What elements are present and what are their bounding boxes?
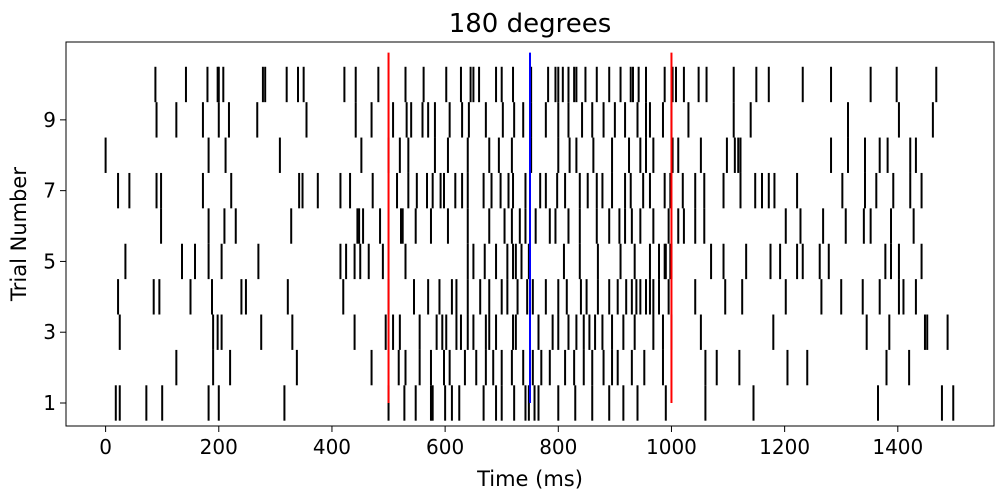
x-tick-label: 1000: [646, 435, 697, 459]
x-axis-label: Time (ms): [476, 467, 583, 491]
x-tick-label: 800: [539, 435, 577, 459]
y-axis-label: Trial Number: [7, 167, 31, 302]
y-tick-label: 3: [43, 320, 56, 344]
y-tick-label: 1: [43, 391, 56, 415]
x-tick-label: 1400: [872, 435, 923, 459]
marker-layer: [387, 52, 673, 403]
y-tick-label: 7: [43, 179, 56, 203]
spike-layer: [104, 66, 955, 421]
chart-title: 180 degrees: [449, 9, 612, 39]
x-axis: 0 200 400 600 800 1000 1200 1400: [99, 426, 923, 459]
x-tick-label: 200: [200, 435, 238, 459]
x-tick-label: 1200: [759, 435, 810, 459]
y-tick-label: 5: [43, 249, 56, 273]
y-tick-label: 9: [43, 108, 56, 132]
plot-frame: [65, 41, 995, 427]
y-axis: 1 3 5 7 9: [43, 108, 66, 415]
x-tick-label: 0: [99, 435, 112, 459]
x-tick-label: 600: [426, 435, 464, 459]
x-tick-label: 400: [313, 435, 351, 459]
